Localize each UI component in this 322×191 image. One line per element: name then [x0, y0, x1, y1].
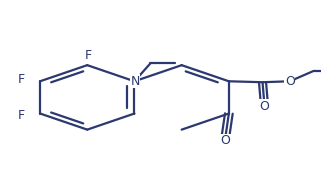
Text: F: F: [85, 49, 92, 62]
Text: N: N: [130, 75, 140, 88]
Text: O: O: [221, 134, 231, 147]
Text: F: F: [17, 109, 24, 122]
Text: F: F: [17, 73, 24, 86]
Text: O: O: [285, 75, 295, 88]
Text: O: O: [260, 100, 270, 113]
